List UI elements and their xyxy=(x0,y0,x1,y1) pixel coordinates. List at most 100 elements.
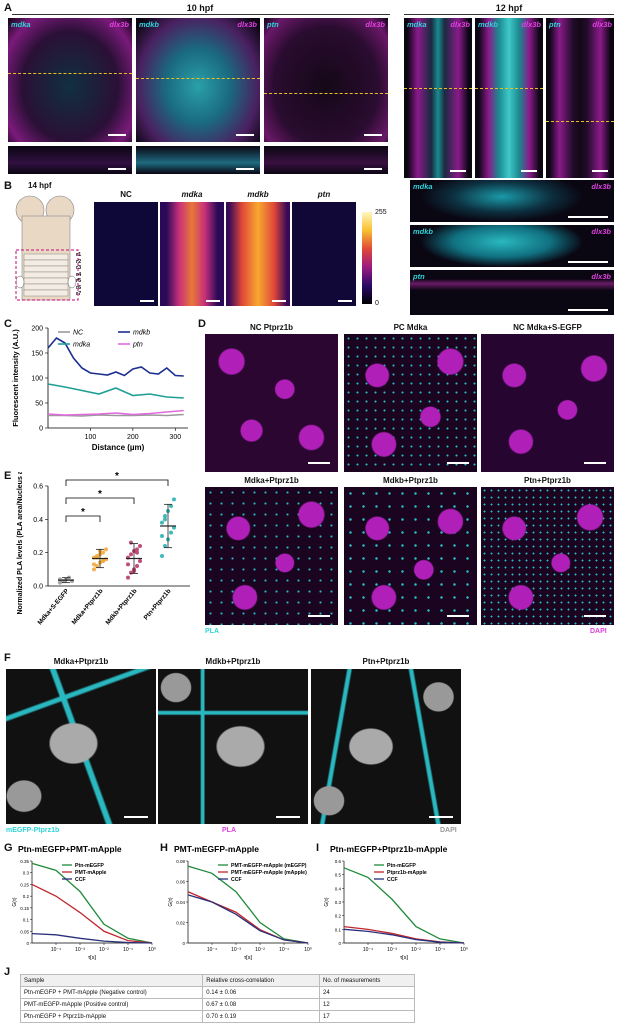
legend-label: mdkb xyxy=(133,330,150,337)
data-point xyxy=(92,562,96,567)
section-line xyxy=(404,88,472,89)
table-j: Sample Relative cross-correlation No. of… xyxy=(19,974,415,1023)
section-line xyxy=(136,78,260,79)
series-line xyxy=(187,865,309,944)
channel-label: dlx3b xyxy=(109,20,129,29)
data-point xyxy=(163,517,167,522)
scale-bar xyxy=(447,615,469,617)
section-10hpf-mdkb xyxy=(136,146,260,174)
heatmap-mdka xyxy=(160,202,224,306)
scale-bar xyxy=(236,168,254,170)
x-tick-label: 10⁻¹ xyxy=(435,947,445,953)
y-tick-label: 0.1 xyxy=(23,918,30,923)
channel-label: dlx3b xyxy=(591,227,611,236)
scale-bar xyxy=(236,134,254,136)
series-line-nc xyxy=(48,413,184,417)
table-cell: 0.14 ± 0.06 xyxy=(202,986,321,999)
x-tick-label: 10⁻⁴ xyxy=(207,947,217,953)
scale-bar xyxy=(108,168,126,170)
scale-bar xyxy=(568,261,608,263)
data-point xyxy=(138,559,142,563)
data-point xyxy=(135,564,139,568)
legend-label: Ptn-mEGFP xyxy=(75,863,104,869)
scale-bar xyxy=(584,615,606,617)
sig-bracket xyxy=(65,497,135,504)
legend-label: mdka xyxy=(73,342,90,349)
scale-bar xyxy=(521,170,537,172)
time-label-12hpf: 12 hpf xyxy=(495,3,523,13)
f-title-1: Mdkb+Ptprz1b xyxy=(205,657,261,666)
channel-label: dlx3b xyxy=(592,20,612,29)
chart-e: 0.0 0.2 0.4 0.6 Normalized PLA levels (PLA a… xyxy=(17,472,190,627)
table-row: Ptn-mEGFP + PMT-mApple (Negative control… xyxy=(19,986,415,999)
x-tick-label: Mdkb+Ptprz1b xyxy=(104,588,138,627)
y-axis-label: G(τ) xyxy=(324,897,330,907)
legend-label: PMT-mApple xyxy=(75,870,107,876)
table-cell: 17 xyxy=(319,1010,415,1023)
image-12hpf-ptn: ptn dlx3b xyxy=(546,18,614,178)
x-tick-label: 10⁻⁴ xyxy=(363,947,373,953)
y-tick-label: 0.08 xyxy=(176,859,185,864)
table-cell: 12 xyxy=(319,998,415,1011)
scale-bar xyxy=(450,170,466,172)
scale-bar xyxy=(124,816,148,818)
data-point xyxy=(160,520,164,525)
colorbar-min: 0 xyxy=(375,300,379,307)
section-line xyxy=(546,121,614,122)
y-tick-label: 0.06 xyxy=(176,880,185,885)
col-title-ptn: ptn xyxy=(317,190,331,199)
x-tick-label: 10⁻⁴ xyxy=(51,947,61,953)
d-legend-dapi: DAPI xyxy=(590,628,607,635)
y-tick-label: 0 xyxy=(182,941,185,946)
sig-bracket xyxy=(65,515,101,522)
y-tick-label: 50 xyxy=(35,401,43,408)
sig-star: * xyxy=(115,472,119,482)
table-cell: PMT-mEGFP-mApple (Positive control) xyxy=(19,998,204,1011)
x-axis-label: τ[s] xyxy=(400,955,408,961)
channel-label: dlx3b xyxy=(591,272,611,281)
panel-label-a: A xyxy=(4,2,12,14)
y-tick-label: 0 xyxy=(26,941,29,946)
section-12hpf-mdka: mdka dlx3b xyxy=(410,180,614,222)
f-title-0: Mdka+Ptprz1b xyxy=(53,657,109,666)
y-tick-label: 0.2 xyxy=(33,550,43,557)
channel-label: ptn xyxy=(267,20,279,29)
x-tick-label: 10⁰ xyxy=(460,947,468,953)
f-image-ptn-ptprz1b xyxy=(311,669,461,824)
col-title-mdkb: mdkb xyxy=(247,190,269,199)
panel-label-h: H xyxy=(160,842,168,854)
data-point xyxy=(163,514,167,518)
bracket-line-12hpf xyxy=(404,14,614,15)
data-point xyxy=(172,497,176,502)
y-tick-label: 0.25 xyxy=(20,882,29,887)
f-image-mdka-ptprz1b xyxy=(6,669,156,824)
data-point xyxy=(135,550,139,555)
data-point xyxy=(58,580,62,585)
x-tick-label: 200 xyxy=(127,434,139,441)
d-image-mdkb-ptprz1b xyxy=(344,487,477,625)
data-point xyxy=(169,504,173,508)
y-tick-label: 0.3 xyxy=(335,900,342,905)
table-row: PMT-mEGFP-mApple (Positive control) 0.67… xyxy=(19,998,415,1011)
legend-label: PMT-mEGFP-mApple (mEGFP) xyxy=(231,863,307,869)
image-12hpf-mdka: mdka dlx3b xyxy=(404,18,472,178)
section-line xyxy=(475,88,543,89)
bracket-line-10hpf xyxy=(12,14,390,15)
col-title-mdka: mdka xyxy=(181,190,203,199)
chart-title: Ptn-mEGFP+PMT-mApple xyxy=(18,844,122,854)
sig-bracket xyxy=(65,479,169,486)
data-point xyxy=(126,562,130,567)
f-title-2: Ptn+Ptprz1b xyxy=(362,657,410,666)
heatmap-mdkb xyxy=(226,202,290,306)
x-axis-label: τ[s] xyxy=(88,955,96,961)
chart-g: Ptn-mEGFP+PMT-mApple 0 0.05 0.1 0.15 0.2 0.25 0… xyxy=(12,844,156,961)
x-tick-label: 10⁻¹ xyxy=(123,947,133,953)
series-line xyxy=(31,883,153,944)
legend-label: Ptprz1b-mApple xyxy=(387,870,427,876)
series-line xyxy=(343,928,465,944)
y-tick-label: 0.05 xyxy=(20,929,29,934)
panel-label-f: F xyxy=(4,652,11,664)
data-point xyxy=(104,547,108,552)
d-title-1: PC Mdka xyxy=(393,323,428,332)
y-tick-label: 150 xyxy=(31,351,43,358)
